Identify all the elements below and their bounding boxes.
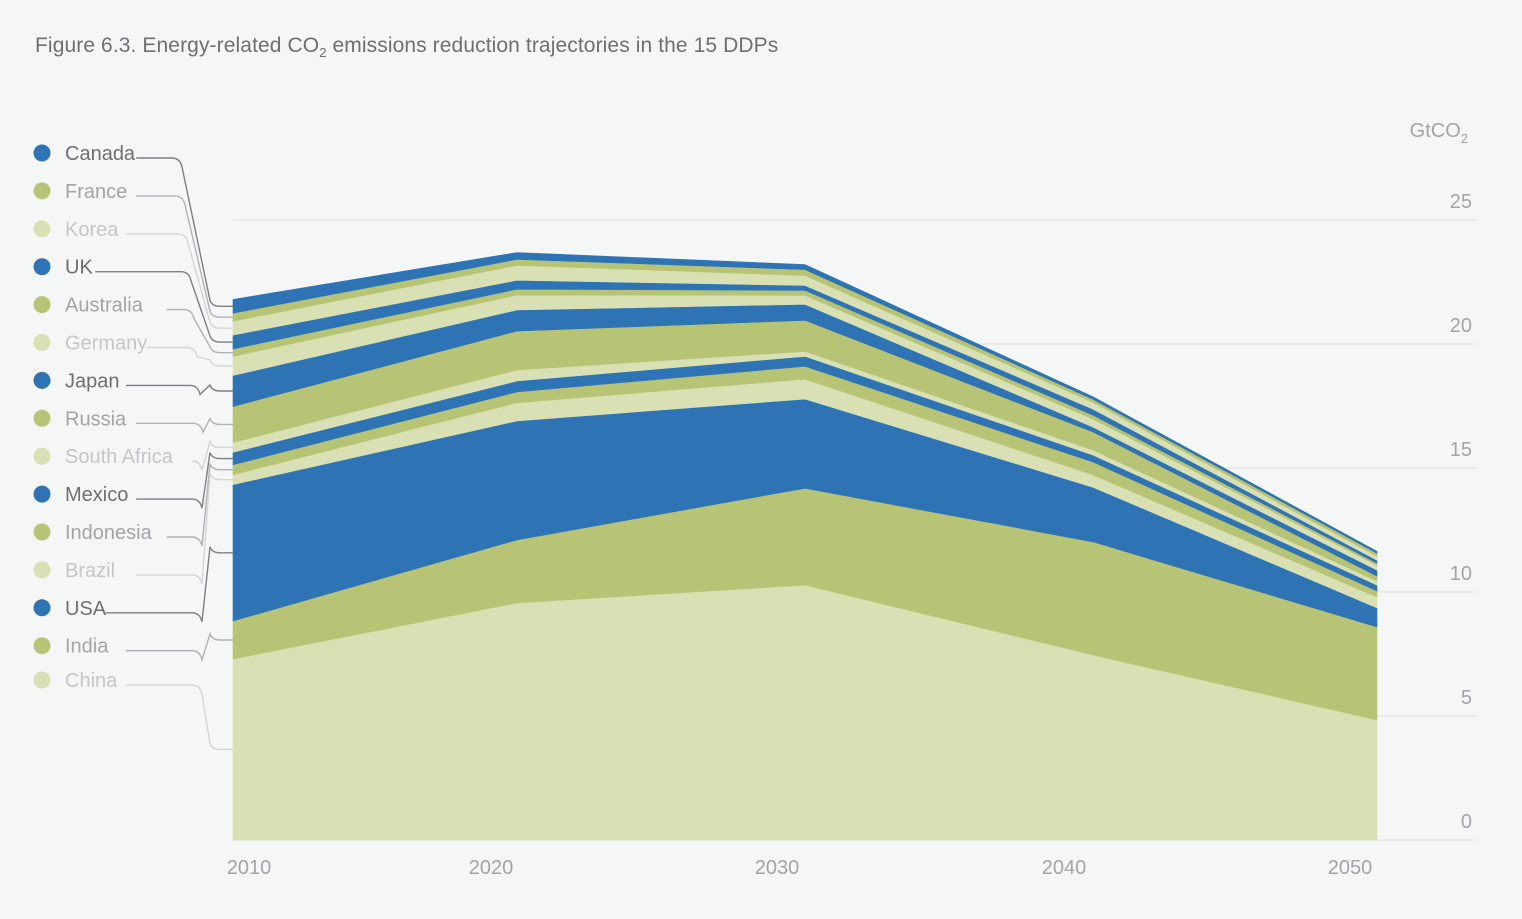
legend-label-china: China — [65, 670, 118, 692]
leader-line-india — [126, 631, 233, 663]
y-axis-label-subscript: 2 — [1461, 131, 1468, 146]
legend-label-france: France — [65, 181, 127, 203]
legend-swatch-indonesia — [33, 523, 51, 541]
x-tick-label: 2030 — [755, 857, 800, 879]
legend-swatch-japan — [33, 371, 51, 389]
leader-line-australia — [166, 308, 233, 354]
legend-label-mexico: Mexico — [65, 484, 128, 506]
legend-label-south-africa: South Africa — [65, 446, 174, 468]
y-axis-label: GtCO2 — [1410, 120, 1468, 146]
y-tick-label: 15 — [1450, 439, 1472, 461]
legend-label-japan: Japan — [65, 370, 120, 392]
legend-label-india: India — [65, 636, 109, 658]
legend-label-usa: USA — [65, 598, 107, 620]
x-tick-label: 2010 — [227, 857, 272, 879]
chart-title-subscript: 2 — [319, 45, 327, 61]
legend-swatch-australia — [33, 296, 51, 314]
legend-swatch-korea — [33, 220, 51, 238]
y-tick-label: 0 — [1461, 811, 1472, 833]
leader-line-south-africa — [191, 439, 233, 471]
y-tick-label: 25 — [1450, 191, 1472, 213]
leader-line-germany — [146, 346, 233, 367]
chart-title: Figure 6.3. Energy-related CO2 emissions… — [35, 34, 778, 60]
leader-line-russia — [136, 416, 233, 435]
leader-line-uk — [95, 271, 233, 343]
area-layers — [232, 252, 1378, 841]
legend-swatch-india — [33, 637, 51, 655]
leader-line-korea — [126, 233, 233, 329]
legend-label-canada: Canada — [65, 143, 136, 165]
legend-leader-lines — [95, 157, 233, 751]
y-axis: GtCO2 0 5 10 15 20 25 — [1410, 120, 1472, 833]
leader-line-japan — [126, 383, 233, 396]
legend-swatch-germany — [33, 334, 51, 351]
x-tick-label: 2040 — [1042, 857, 1087, 879]
leader-line-usa — [105, 546, 233, 622]
leader-line-indonesia — [166, 463, 233, 547]
legend-swatch-south-africa — [33, 447, 51, 465]
y-axis-label-main: GtCO — [1410, 120, 1461, 142]
legend-label-korea: Korea — [65, 219, 119, 241]
legend-swatch-france — [33, 182, 51, 200]
leader-line-mexico — [136, 452, 233, 509]
x-tick-label: 2050 — [1328, 857, 1373, 879]
y-tick-label: 20 — [1450, 315, 1472, 337]
leader-line-china — [126, 684, 233, 751]
y-tick-label: 10 — [1450, 563, 1472, 585]
legend-label-uk: UK — [65, 257, 93, 279]
chart-title-rest: emissions reduction trajectories in the … — [326, 34, 779, 57]
leader-line-france — [136, 195, 233, 318]
legend-label-germany: Germany — [65, 333, 147, 355]
chart-title-main: Figure 6.3. Energy-related CO — [35, 34, 320, 57]
legend-swatch-canada — [33, 144, 51, 162]
legend-swatch-brazil — [33, 561, 51, 579]
area-canada — [232, 252, 1378, 554]
legend-label-indonesia: Indonesia — [65, 522, 153, 544]
leader-line-brazil — [136, 473, 233, 585]
legend-swatch-uk — [33, 258, 51, 276]
legend-swatch-china — [33, 671, 51, 689]
legend-swatch-usa — [33, 599, 51, 617]
x-tick-label: 2020 — [469, 857, 514, 879]
legend-label-australia: Australia — [65, 295, 144, 317]
legend: Canada France Korea UK Australia Germany Japan… — [33, 143, 174, 692]
legend-label-brazil: Brazil — [65, 560, 115, 582]
x-axis: 2010 2020 2030 2040 2050 — [227, 857, 1373, 879]
legend-swatch-mexico — [33, 485, 51, 503]
legend-swatch-russia — [33, 409, 51, 427]
leader-line-canada — [136, 157, 233, 308]
legend-label-russia: Russia — [65, 408, 127, 430]
y-tick-label: 5 — [1461, 687, 1472, 709]
